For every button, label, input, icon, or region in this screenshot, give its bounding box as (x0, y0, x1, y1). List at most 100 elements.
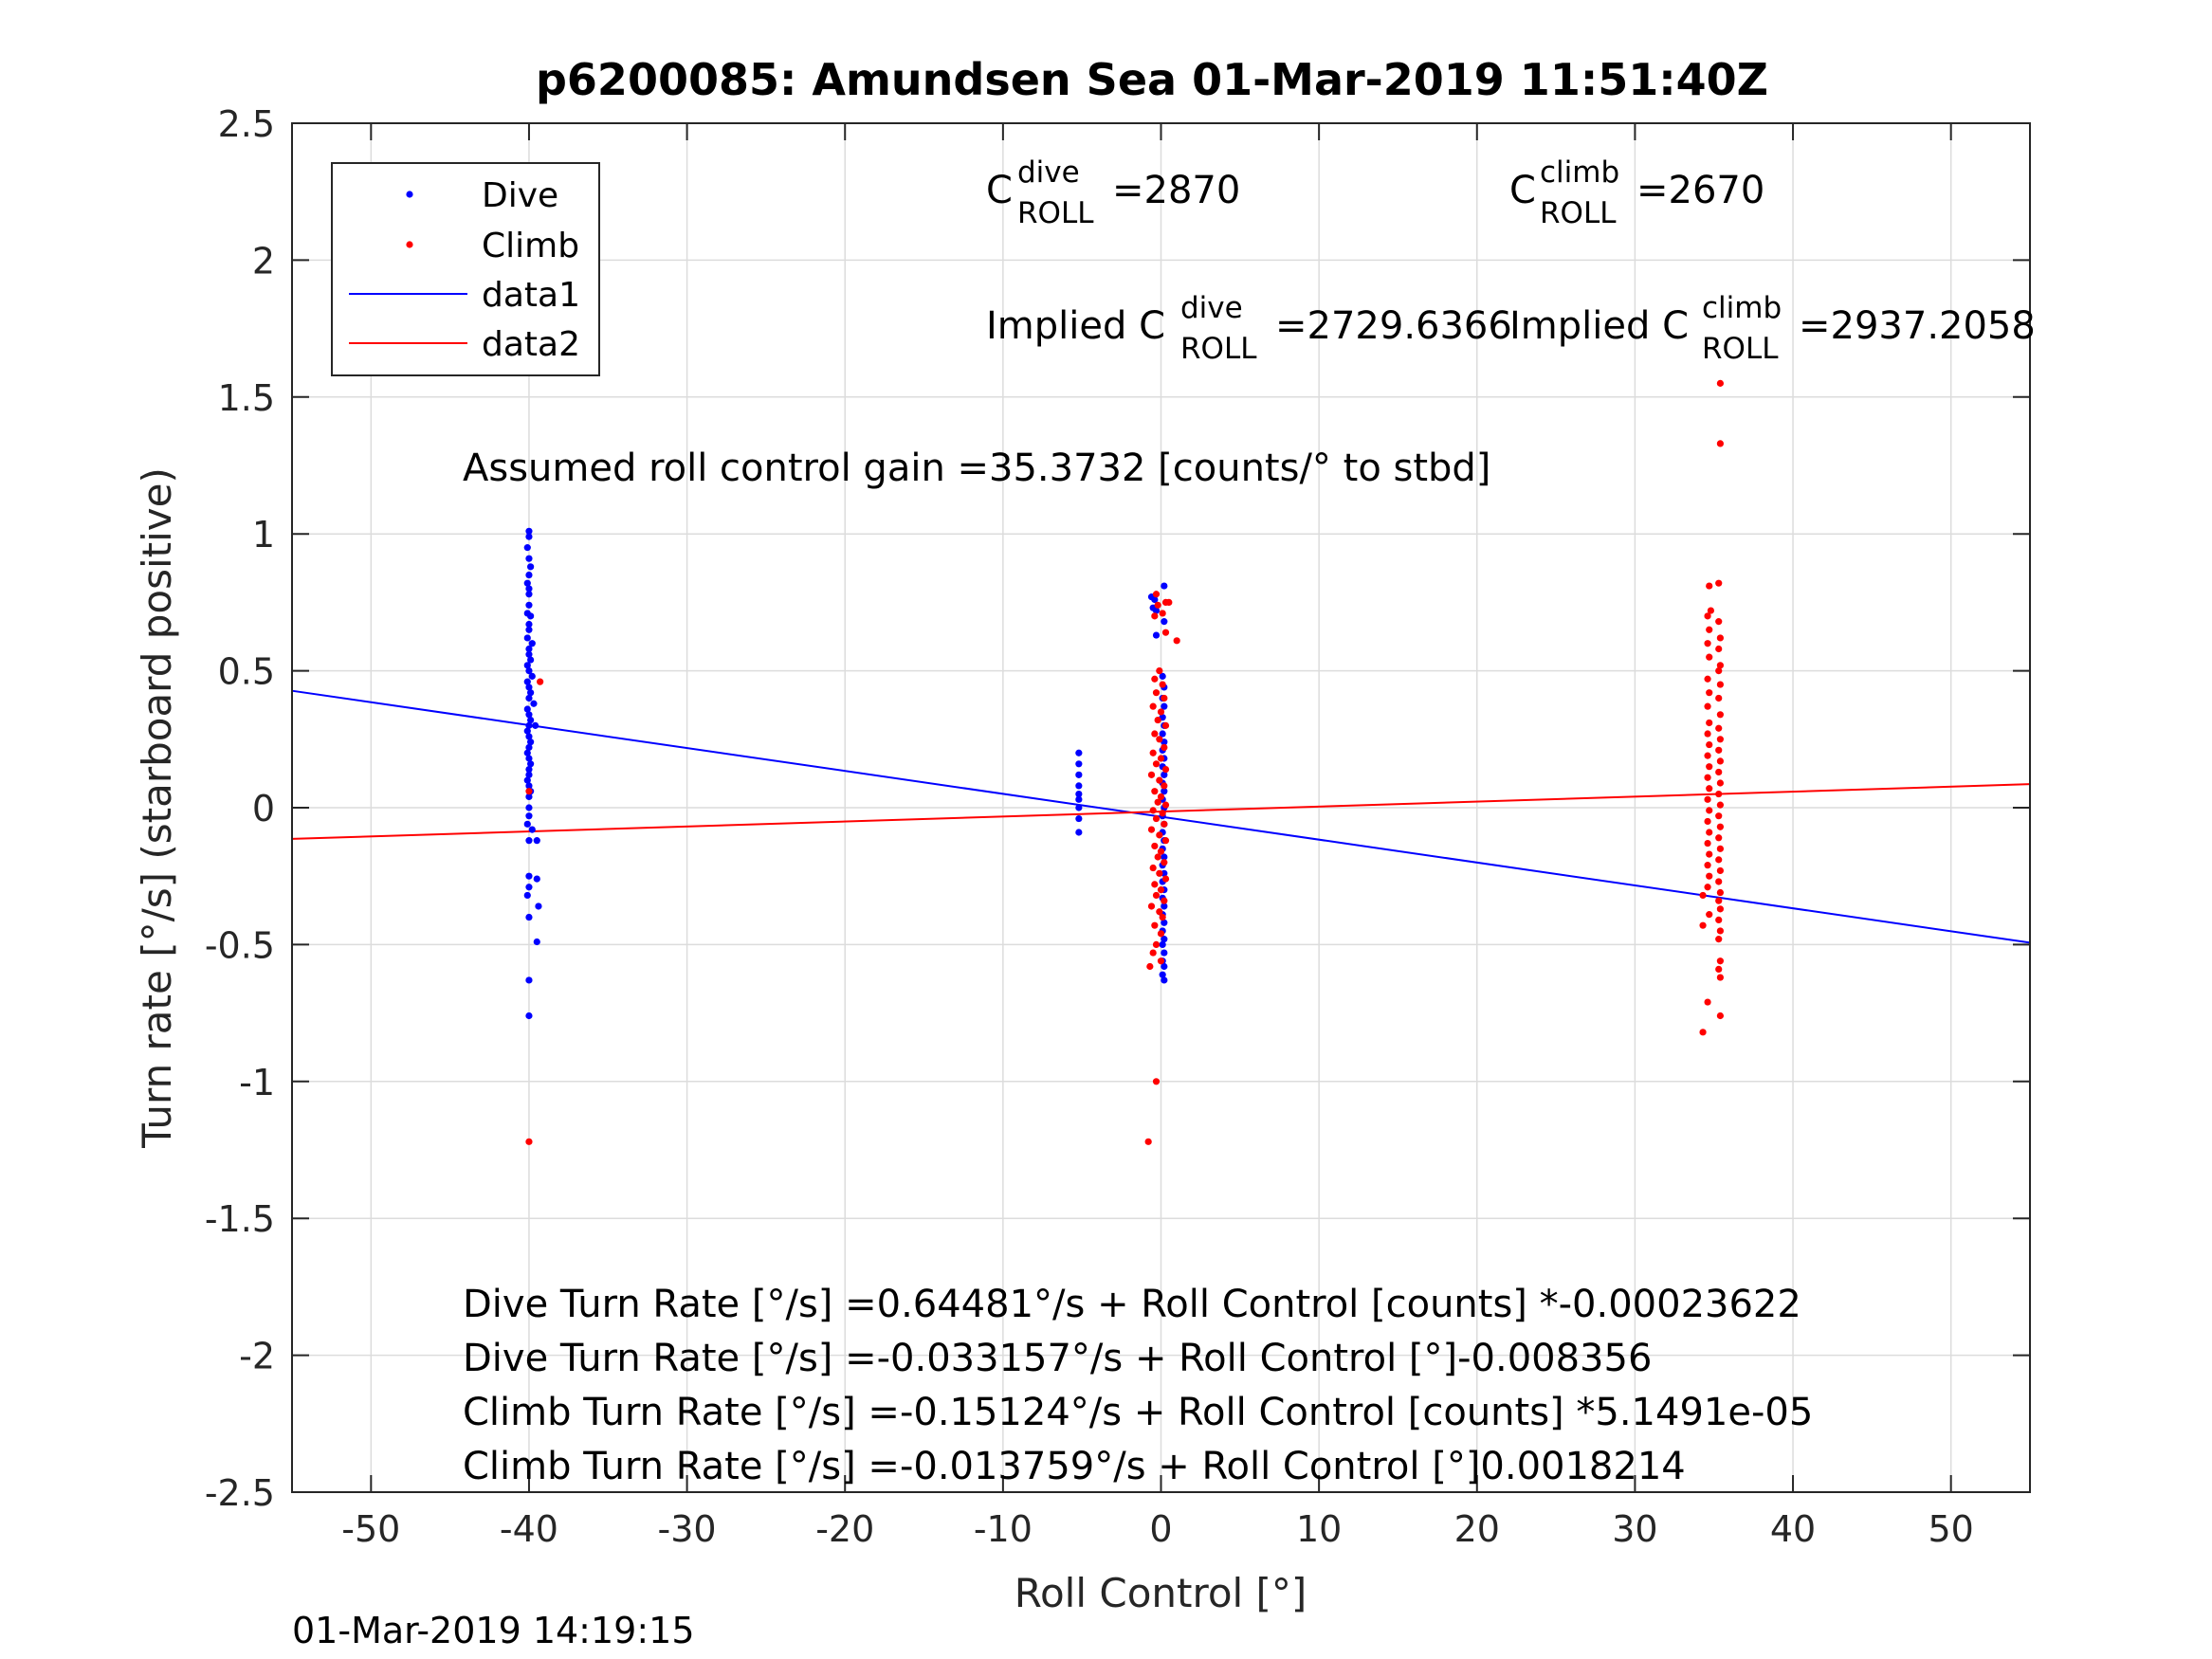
x-tick-label: -50 (341, 1508, 400, 1550)
point-climb (1715, 897, 1723, 904)
point-dive (523, 727, 531, 735)
point-climb (1151, 675, 1159, 683)
point-climb (1151, 612, 1159, 620)
point-climb (1704, 702, 1711, 710)
y-tick-label: 1.5 (218, 377, 275, 419)
point-dive (525, 733, 533, 740)
point-dive (1161, 582, 1168, 590)
point-climb (1704, 862, 1711, 869)
point-climb (1147, 826, 1156, 833)
point-climb (1716, 927, 1724, 935)
point-dive (532, 721, 539, 729)
point-climb (537, 678, 544, 685)
point-climb (1146, 962, 1154, 971)
point-dive (1161, 788, 1168, 795)
point-climb (525, 1138, 533, 1145)
y-tick-label: 1 (252, 514, 275, 556)
point-dive (1152, 631, 1161, 639)
point-climb (1706, 763, 1713, 771)
point-climb (1152, 760, 1161, 768)
point-climb (1154, 601, 1161, 609)
point-dive (533, 837, 540, 845)
x-tick-label: 40 (1770, 1508, 1816, 1550)
point-climb (1151, 921, 1159, 929)
point-climb (1161, 859, 1168, 866)
point-climb (1157, 755, 1165, 762)
point-climb (1157, 848, 1165, 855)
point-climb (1716, 845, 1724, 852)
point-climb (1152, 591, 1161, 598)
y-tick-label: -2 (239, 1336, 275, 1377)
point-climb (1715, 812, 1723, 820)
point-dive (525, 872, 533, 880)
point-dive (527, 689, 535, 697)
point-climb (1156, 831, 1163, 839)
equation-climb-counts: Climb Turn Rate [°/s] =-0.15124°/s + Rol… (463, 1391, 1813, 1434)
point-dive (528, 672, 536, 680)
legend-label-data2: data2 (482, 325, 580, 364)
y-tick-label: 2.5 (218, 103, 275, 145)
point-dive (525, 755, 533, 762)
point-dive (525, 601, 533, 609)
x-tick-label: 10 (1296, 1508, 1342, 1550)
legend-label-dive: Dive (482, 176, 558, 215)
legend-box (331, 162, 600, 376)
c-dive-symbol: C (986, 169, 1013, 212)
point-dive (523, 776, 531, 784)
point-dive (533, 875, 540, 883)
point-climb (1165, 598, 1173, 607)
point-dive (1161, 936, 1168, 943)
point-climb (1704, 884, 1711, 891)
point-climb (1161, 721, 1170, 729)
equation-dive-counts: Dive Turn Rate [°/s] =0.64481°/s + Roll … (463, 1283, 1801, 1326)
point-climb (1706, 689, 1713, 697)
point-dive (1161, 949, 1168, 957)
point-climb (1699, 1029, 1707, 1036)
point-dive (1161, 853, 1168, 861)
point-dive (525, 765, 533, 774)
y-tick-label: -0.5 (205, 924, 275, 966)
implied-dive-value: =2729.6366 (1275, 304, 1512, 348)
point-dive (1075, 771, 1083, 778)
point-climb (1704, 795, 1711, 803)
point-climb (1716, 866, 1724, 875)
point-dive (525, 793, 533, 801)
point-climb (1152, 1078, 1161, 1085)
point-climb (1156, 736, 1163, 743)
point-climb (1704, 640, 1711, 647)
gain-annotation: Assumed roll control gain =35.3732 [coun… (463, 447, 1490, 490)
point-climb (1715, 768, 1723, 776)
implied-climb-value: =2937.2058 (1799, 304, 2036, 348)
point-climb (1716, 779, 1724, 787)
point-climb (1715, 856, 1723, 864)
point-climb (1151, 881, 1159, 888)
point-dive (525, 645, 533, 653)
point-dive (1075, 795, 1083, 803)
point-dive (525, 694, 533, 702)
point-dive (1161, 869, 1168, 877)
point-climb (525, 788, 533, 795)
point-climb (1706, 653, 1713, 661)
point-dive (1161, 902, 1168, 910)
legend-label-climb: Climb (482, 227, 579, 265)
point-climb (1716, 736, 1724, 743)
point-climb (1161, 743, 1168, 752)
point-climb (1706, 626, 1713, 633)
point-climb (1161, 629, 1170, 636)
implied-dive-subscript: ROLL (1180, 332, 1257, 366)
c-climb-value: =2670 (1636, 169, 1764, 212)
point-dive (1159, 730, 1166, 738)
point-dive (1161, 919, 1168, 926)
equation-dive-degrees: Dive Turn Rate [°/s] =-0.033157°/s + Rol… (463, 1337, 1652, 1380)
point-dive (525, 837, 533, 845)
point-climb (1707, 607, 1714, 614)
x-tick-label: 30 (1612, 1508, 1657, 1550)
x-tick-label: -30 (658, 1508, 717, 1550)
point-dive (525, 884, 533, 891)
x-tick-label: -10 (974, 1508, 1033, 1550)
point-dive (1075, 782, 1083, 790)
point-dive (1159, 971, 1166, 978)
point-climb (1716, 801, 1724, 809)
point-climb (1716, 662, 1724, 669)
point-dive (525, 527, 533, 535)
